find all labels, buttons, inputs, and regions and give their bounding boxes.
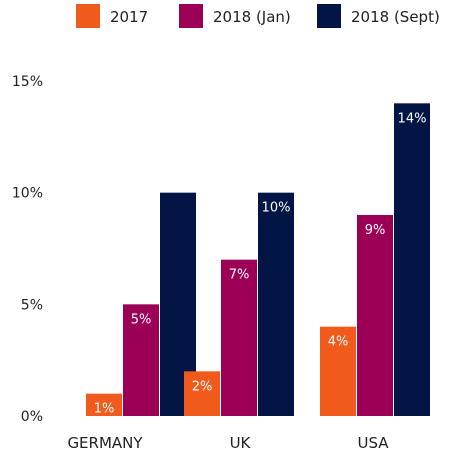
bar-usa-series-3 <box>394 103 430 416</box>
data-label: 2% <box>192 379 213 394</box>
data-label: 7% <box>229 268 250 283</box>
y-axis: 0% 5% 10% 15% <box>12 74 43 425</box>
bar-germany-series-2 <box>123 304 159 416</box>
bar-usa-series-2 <box>357 215 393 416</box>
y-tick-label: 0% <box>21 409 43 425</box>
data-label: 10% <box>262 201 291 216</box>
data-label: 5% <box>131 312 152 327</box>
y-tick-label: 5% <box>21 297 43 313</box>
bar-germany-series-1 <box>86 393 122 416</box>
x-category-label: USA <box>357 434 389 452</box>
data-label: 4% <box>328 335 349 350</box>
bars: 1% 5% 2% 7% 10% 4% 9% 14% <box>86 103 430 417</box>
bar-uk-series-1 <box>184 371 220 416</box>
data-label: 1% <box>94 402 115 417</box>
legend-label-1: 2017 <box>110 8 148 26</box>
legend-label-3: 2018 (Sept) <box>351 8 440 26</box>
chart-legend: 2017 2018 (Jan) 2018 (Sept) <box>76 4 440 28</box>
y-tick-label: 15% <box>12 74 43 90</box>
x-axis: GERMANY UK USA <box>67 434 389 452</box>
x-category-label: GERMANY <box>67 434 143 452</box>
legend-swatch-3 <box>317 4 341 28</box>
bar-uk-series-2 <box>221 259 257 416</box>
bar-usa-series-1 <box>320 326 356 416</box>
data-label: 14% <box>398 111 427 126</box>
x-category-label: UK <box>230 434 252 452</box>
y-tick-label: 10% <box>12 186 43 202</box>
data-label: 9% <box>365 223 386 238</box>
legend-swatch-2 <box>179 4 203 28</box>
bar-uk-series-3 <box>258 192 294 416</box>
legend-swatch-1 <box>76 4 100 28</box>
legend-label-2: 2018 (Jan) <box>213 8 291 26</box>
